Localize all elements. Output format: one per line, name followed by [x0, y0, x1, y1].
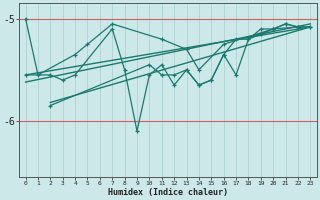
X-axis label: Humidex (Indice chaleur): Humidex (Indice chaleur) [108, 188, 228, 197]
